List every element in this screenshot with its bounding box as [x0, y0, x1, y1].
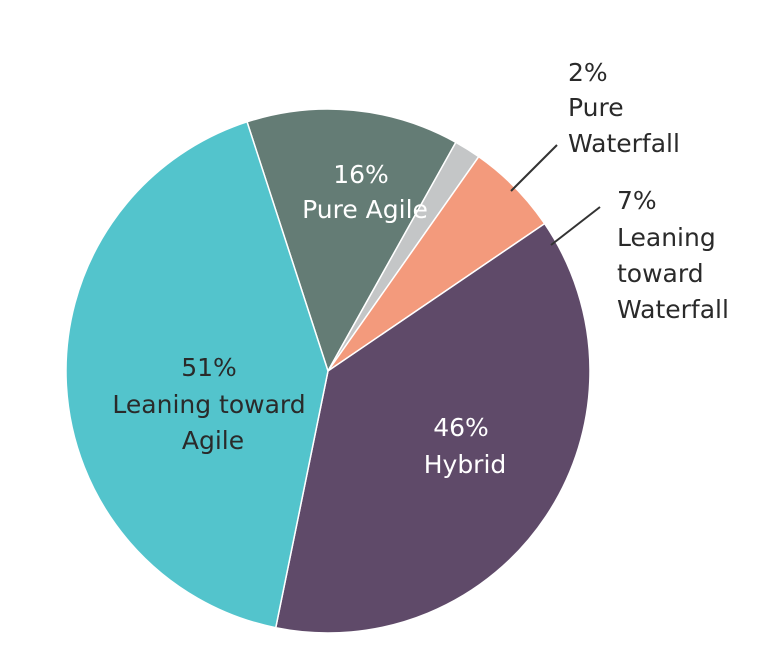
- label-pure-waterfall-percent: 2%: [568, 58, 608, 87]
- label-pure-waterfall-line-1: Pure: [568, 93, 624, 122]
- label-pure-agile-name: Pure Agile: [302, 195, 428, 224]
- label-leaning-toward-agile-line-1: Leaning toward: [112, 390, 305, 419]
- label-hybrid: 46% Hybrid: [424, 413, 507, 479]
- leader-line-leaning-toward-waterfall: [550, 206, 601, 246]
- label-hybrid-name: Hybrid: [424, 450, 507, 479]
- label-leaning-toward-waterfall-percent: 7%: [617, 186, 657, 215]
- leader-line-pure-waterfall: [510, 144, 558, 192]
- label-leaning-toward-agile: 51% Leaning toward Agile: [112, 353, 313, 455]
- label-leaning-toward-agile-percent: 51%: [181, 353, 237, 382]
- label-leaning-toward-waterfall-line-3: Waterfall: [617, 295, 729, 324]
- label-pure-waterfall: 2% Pure Waterfall: [568, 58, 680, 158]
- pie-slices: [65, 108, 591, 634]
- slice-hybrid: [274, 222, 591, 634]
- label-leaning-toward-waterfall: 7% Leaning toward Waterfall: [617, 186, 729, 324]
- slice-pure-agile: [246, 108, 457, 373]
- label-leaning-toward-waterfall-line-2: toward: [617, 259, 704, 288]
- label-pure-agile: 16% Pure Agile: [302, 160, 428, 224]
- label-pure-agile-percent: 16%: [333, 160, 389, 189]
- label-leaning-toward-agile-line-2: Agile: [182, 426, 244, 455]
- label-leaning-toward-waterfall-line-1: Leaning: [617, 223, 716, 252]
- label-hybrid-percent: 46%: [433, 413, 489, 442]
- label-pure-waterfall-line-2: Waterfall: [568, 129, 680, 158]
- slice-leaning-agile: [65, 120, 329, 629]
